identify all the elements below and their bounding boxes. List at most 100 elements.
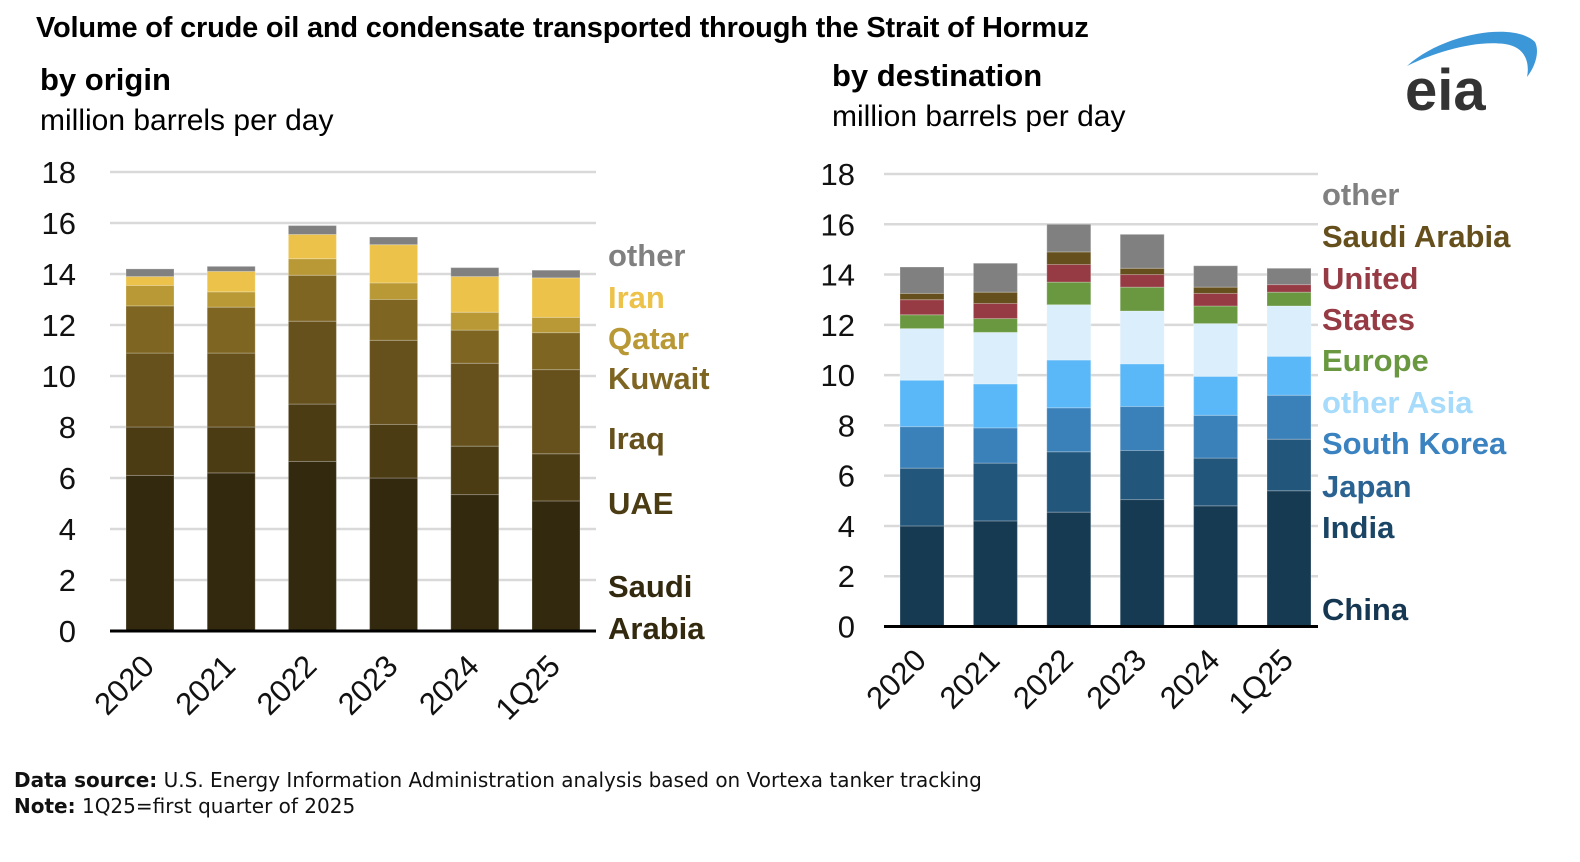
bar-segment-europe-2022 bbox=[1046, 281, 1092, 306]
y-tick-label: 16 bbox=[42, 206, 76, 241]
bar-segment-other-asia-2023 bbox=[1119, 310, 1165, 365]
bar-segment-qatar-2021 bbox=[206, 291, 256, 308]
y-tick-label: 18 bbox=[42, 155, 76, 190]
bar-segment-qatar-2024 bbox=[450, 311, 500, 331]
bar-segment-other-asia-2020 bbox=[899, 328, 945, 381]
y-tick-label: 16 bbox=[821, 207, 855, 242]
data-source-note: Data source: U.S. Energy Information Adm… bbox=[14, 768, 982, 792]
bar-segment-uae-2022 bbox=[287, 403, 337, 462]
bar-segment-saudi-arabia-2020 bbox=[899, 292, 945, 301]
bar-segment-iran-1q25 bbox=[531, 277, 581, 318]
bar-segment-other-2022 bbox=[1046, 223, 1092, 253]
bar-segment-iran-2022 bbox=[287, 233, 337, 260]
bar-segment-iran-2021 bbox=[206, 270, 256, 293]
bar-segment-saudi-arabia-1q25 bbox=[531, 500, 581, 632]
bar-segment-iraq-2020 bbox=[125, 352, 175, 428]
bar-segment-saudi-arabia-2024 bbox=[1193, 286, 1239, 294]
bar-segment-south-korea-2020 bbox=[899, 379, 945, 428]
bar-segment-south-korea-1q25 bbox=[1266, 355, 1312, 396]
bar-segment-qatar-2022 bbox=[287, 258, 337, 276]
x-tick-label: 2021 bbox=[933, 642, 1007, 716]
bar-segment-saudi-arabia-2022 bbox=[1046, 251, 1092, 266]
bar-segment-united-states-2024 bbox=[1193, 292, 1239, 307]
bar-segment-other-2021 bbox=[972, 262, 1018, 293]
bar-segment-other-1q25 bbox=[531, 269, 581, 279]
bar-segment-china-2022 bbox=[1046, 511, 1092, 627]
left-chart-unit: million barrels per day bbox=[40, 104, 334, 137]
bar-segment-europe-1q25 bbox=[1266, 291, 1312, 307]
y-tick-label: 12 bbox=[42, 308, 76, 343]
right-chart-unit: million barrels per day bbox=[832, 100, 1126, 133]
x-tick-label: 2024 bbox=[412, 648, 486, 722]
right-chart-title: by destination bbox=[832, 58, 1043, 93]
bar-segment-kuwait-1q25 bbox=[531, 332, 581, 371]
y-tick-label: 12 bbox=[821, 308, 855, 343]
bar-segment-other-asia-1q25 bbox=[1266, 305, 1312, 357]
bar-segment-uae-2020 bbox=[125, 426, 175, 476]
bar-segment-uae-2021 bbox=[206, 426, 256, 474]
x-tick-label: 2024 bbox=[1153, 642, 1227, 716]
bar-segment-other-2020 bbox=[899, 266, 945, 294]
x-tick-label: 2022 bbox=[250, 648, 324, 722]
x-tick-label: 2023 bbox=[331, 648, 405, 722]
bar-segment-other-asia-2022 bbox=[1046, 304, 1092, 361]
y-tick-label: 8 bbox=[59, 410, 76, 445]
legend-label-kuwait: Kuwait bbox=[608, 361, 710, 396]
legend-label-europe: Europe bbox=[1322, 343, 1429, 378]
y-tick-label: 6 bbox=[59, 461, 76, 496]
bar-segment-iraq-1q25 bbox=[531, 369, 581, 455]
bar-segment-china-2023 bbox=[1119, 499, 1165, 627]
bar-segment-other-2023 bbox=[1119, 233, 1165, 269]
legend-label-south-korea: South Korea bbox=[1322, 426, 1507, 461]
bar-segment-united-states-2021 bbox=[972, 302, 1018, 320]
bar-segment-south-korea-2023 bbox=[1119, 363, 1165, 408]
left-chart-title: by origin bbox=[40, 62, 171, 97]
y-tick-label: 4 bbox=[838, 509, 855, 544]
bar-segment-saudi-arabia-2023 bbox=[369, 477, 419, 632]
bar-segment-saudi-arabia-2023 bbox=[1119, 267, 1165, 276]
y-tick-label: 0 bbox=[838, 610, 855, 645]
legend-label-japan: Japan bbox=[1322, 469, 1412, 504]
bar-segment-iraq-2024 bbox=[450, 362, 500, 447]
bar-segment-other-2021 bbox=[206, 265, 256, 272]
bar-segment-kuwait-2022 bbox=[287, 274, 337, 322]
bar-segment-qatar-1q25 bbox=[531, 316, 581, 334]
bar-segment-iran-2024 bbox=[450, 276, 500, 313]
bar-segment-united-states-1q25 bbox=[1266, 284, 1312, 293]
legend-label-qatar: Qatar bbox=[608, 321, 689, 356]
legend-label-iran: Iran bbox=[608, 280, 665, 315]
bar-segment-other-2023 bbox=[369, 236, 419, 246]
bar-segment-qatar-2020 bbox=[125, 284, 175, 307]
bar-segment-other-1q25 bbox=[1266, 267, 1312, 286]
x-tick-label: 2020 bbox=[859, 642, 933, 716]
bar-segment-united-states-2023 bbox=[1119, 274, 1165, 288]
legend-label-saudi-arabia: Arabia bbox=[608, 611, 705, 646]
x-tick-label: 1Q25 bbox=[489, 648, 567, 726]
eia-logo: eia bbox=[1405, 31, 1538, 122]
bar-segment-south-korea-2021 bbox=[972, 383, 1018, 429]
bar-segment-europe-2020 bbox=[899, 314, 945, 330]
bar-segment-uae-1q25 bbox=[531, 453, 581, 502]
y-tick-label: 2 bbox=[59, 563, 76, 598]
legend-label-china: China bbox=[1322, 592, 1409, 627]
bar-segment-saudi-arabia-2022 bbox=[287, 460, 337, 632]
bar-segment-saudi-arabia-2021 bbox=[206, 472, 256, 632]
bar-segment-china-2021 bbox=[972, 520, 1018, 628]
x-tick-label: 2020 bbox=[87, 648, 161, 722]
bar-segment-india-2020 bbox=[899, 467, 945, 527]
x-tick-label: 2022 bbox=[1006, 642, 1080, 716]
y-tick-label: 10 bbox=[42, 359, 76, 394]
y-tick-label: 4 bbox=[59, 512, 76, 547]
bar-segment-other-asia-2024 bbox=[1193, 323, 1239, 377]
legend-label-united-states: States bbox=[1322, 302, 1415, 337]
bar-segment-japan-2024 bbox=[1193, 414, 1239, 459]
bar-segment-saudi-arabia-2021 bbox=[972, 291, 1018, 304]
bar-segment-iran-2020 bbox=[125, 276, 175, 286]
bar-segment-india-1q25 bbox=[1266, 438, 1312, 492]
bar-segment-south-korea-2024 bbox=[1193, 375, 1239, 416]
bar-segment-other-2020 bbox=[125, 268, 175, 278]
bar-segment-japan-2021 bbox=[972, 427, 1018, 464]
bar-segment-china-2024 bbox=[1193, 505, 1239, 628]
bar-segment-qatar-2023 bbox=[369, 282, 419, 300]
x-tick-label: 2021 bbox=[169, 648, 243, 722]
